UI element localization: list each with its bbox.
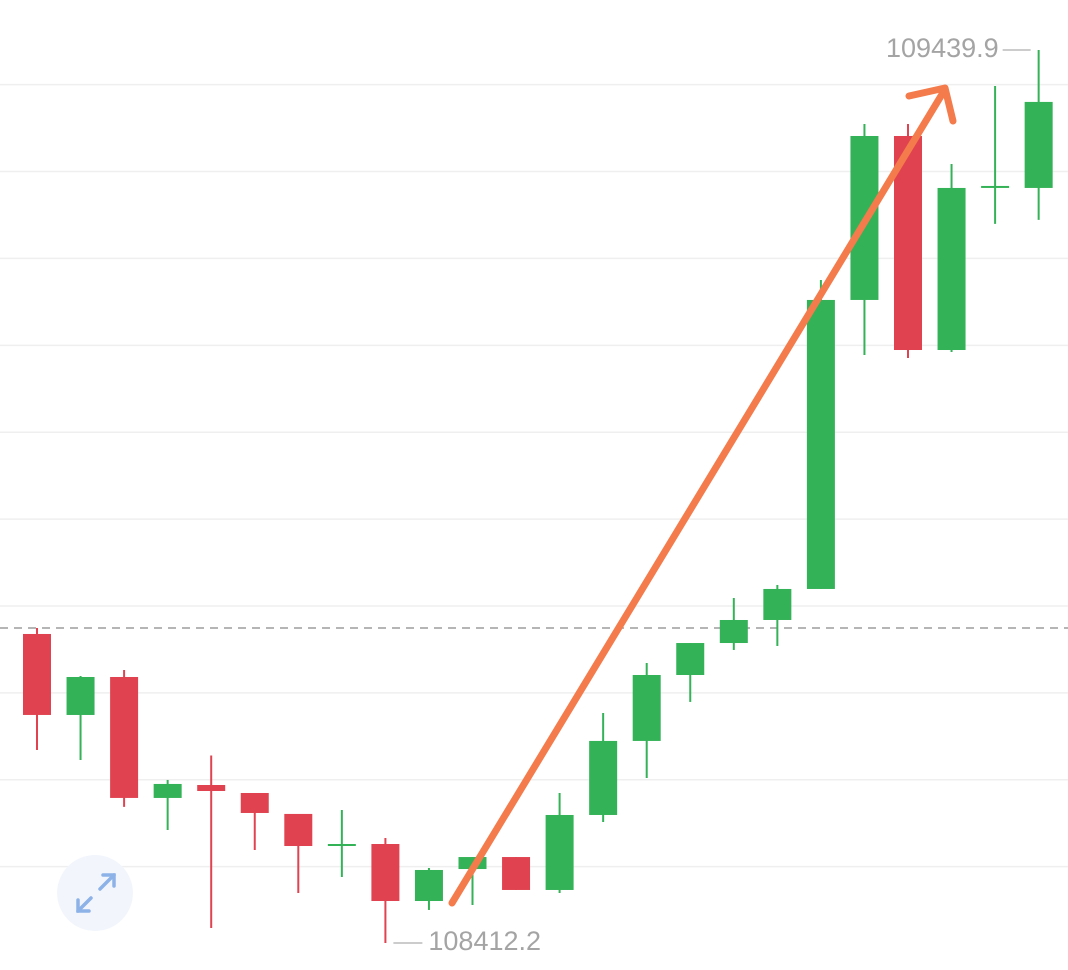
candle-body (763, 588, 792, 620)
expand-bg (57, 855, 133, 931)
low-label: 108412.2 (428, 926, 541, 956)
candle-body (502, 857, 531, 890)
candle-body (327, 844, 356, 847)
grid (0, 83, 1068, 868)
candle-body (806, 299, 835, 589)
candle-body (589, 740, 618, 815)
candle-body (240, 792, 269, 813)
candle-body (981, 185, 1010, 188)
candle-body (284, 813, 313, 847)
expand-button[interactable] (57, 855, 133, 931)
trend-arrow (448, 84, 957, 907)
arrow-head (905, 84, 957, 125)
candle-body (632, 674, 661, 741)
candle-body (545, 814, 574, 890)
high-label: 109439.9 (886, 33, 999, 63)
candle-body (937, 187, 966, 351)
expand-icon (76, 873, 116, 913)
candle-body (719, 619, 748, 644)
candle-body (1024, 101, 1053, 188)
candle-body (414, 869, 443, 902)
candle-body (153, 783, 182, 798)
candle-body (676, 643, 705, 675)
arrow-shaft (448, 87, 948, 907)
candle-body (23, 633, 51, 715)
candle-body (197, 785, 226, 791)
candle-body (371, 844, 400, 902)
candle-body (110, 676, 139, 798)
labels: 109439.9 108412.2 (393, 33, 1031, 956)
candle-body (66, 676, 95, 715)
candles (23, 49, 1053, 943)
